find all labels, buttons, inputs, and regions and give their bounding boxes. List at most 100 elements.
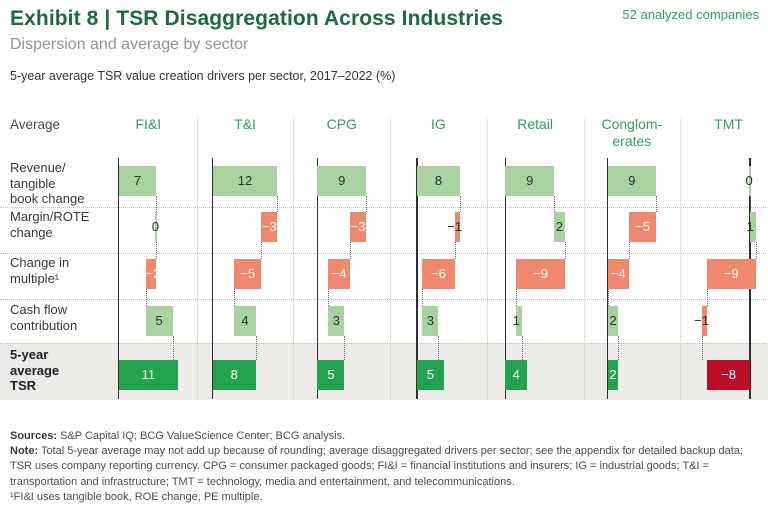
chart-caption: 5-year average TSR value creation driver… <box>10 69 396 83</box>
bar-value-label: −3 <box>350 219 366 234</box>
connector-line <box>277 196 279 212</box>
bar-value-label: −1 <box>694 312 709 328</box>
connector-line <box>438 335 440 360</box>
row-label-revenue: Revenue/ tangible book change <box>10 160 85 206</box>
bar-value-label: −2 <box>145 265 161 281</box>
waterfall-bar <box>629 212 657 242</box>
connector-line <box>454 242 456 259</box>
waterfall-bar <box>416 166 461 196</box>
row-separator-line <box>0 343 766 344</box>
total-bar <box>317 360 345 390</box>
waterfall-bar <box>516 258 565 289</box>
connector-line <box>750 196 752 212</box>
column-separator-line <box>293 118 295 399</box>
bar-value-label: 2 <box>609 312 617 328</box>
bar-value-label: −5 <box>635 219 651 234</box>
bar-value-label: −5 <box>240 265 256 281</box>
connector-line <box>156 196 158 212</box>
note-line: Note: Total 5-year average may not add u… <box>10 444 760 490</box>
connector-line <box>521 335 523 360</box>
waterfall-bar <box>349 212 367 242</box>
waterfall-bar <box>749 166 752 196</box>
column-header-conglomerates: Conglom- erates <box>601 116 663 149</box>
connector-line <box>629 242 631 259</box>
bar-value-label: −3 <box>261 219 277 234</box>
bar-value-label: 0 <box>151 219 160 234</box>
column-header-retail: Retail <box>517 116 554 132</box>
exhibit-title: Exhibit 8 | TSR Disaggregation Across In… <box>10 7 503 30</box>
total-value-label: 8 <box>230 367 238 382</box>
connector-line <box>255 335 257 360</box>
analyzed-companies-badge: 52 analyzed companies <box>622 7 759 22</box>
waterfall-bar <box>422 305 439 336</box>
waterfall-bar <box>328 258 350 289</box>
column-separator-line <box>196 118 198 399</box>
bar-value-label: −1 <box>447 219 463 234</box>
sources-label: Sources: <box>10 430 58 442</box>
total-bar <box>607 360 619 390</box>
waterfall-bar <box>701 305 707 336</box>
waterfall-bar <box>505 166 555 196</box>
connector-line <box>234 288 236 306</box>
note-text: Total 5-year average may not add up beca… <box>10 445 743 488</box>
total-value-label: 11 <box>141 367 156 382</box>
connector-line <box>261 242 263 259</box>
waterfall-bar <box>607 305 619 336</box>
axis-line <box>504 158 507 399</box>
waterfall-bar <box>118 166 157 196</box>
total-bar <box>706 360 751 390</box>
axis-line <box>117 158 120 399</box>
waterfall-bar <box>212 166 278 196</box>
bar-value-label: −9 <box>723 265 739 281</box>
waterfall-bar <box>234 258 262 289</box>
bar-value-label: 5 <box>155 312 163 328</box>
total-value-label: 5 <box>327 367 335 382</box>
bar-value-label: −9 <box>533 265 548 281</box>
row-separator-line <box>0 206 766 208</box>
bar-value-label: −4 <box>331 265 347 281</box>
waterfall-bar <box>145 258 157 289</box>
connector-line <box>328 288 330 306</box>
bar-value-label: 9 <box>338 173 346 188</box>
waterfall-bar <box>317 166 367 196</box>
connector-line <box>156 242 158 259</box>
waterfall-bar <box>422 258 455 289</box>
row-label-multiple: Change in multiple¹ <box>10 255 70 286</box>
connector-line <box>460 196 462 212</box>
axis-line <box>211 158 214 399</box>
total-bar <box>505 360 528 390</box>
bar-value-label: 12 <box>237 173 253 188</box>
total-value-label: −8 <box>721 367 736 382</box>
bar-value-label: 0 <box>745 173 753 188</box>
bar-value-label: 4 <box>241 312 249 328</box>
connector-line <box>618 335 620 360</box>
column-header-tmt: TMT <box>714 116 743 132</box>
footnote-line: ¹FI&I uses tangible book, ROE change, PE… <box>10 490 263 503</box>
row-label-cashflow: Cash flow contribution <box>10 302 78 333</box>
axis-line <box>416 158 418 399</box>
connector-line <box>706 288 708 306</box>
waterfall-bar <box>706 258 756 289</box>
connector-line <box>366 196 368 212</box>
total-bar <box>416 360 444 390</box>
waterfall-bar <box>607 166 657 196</box>
axis-line <box>316 158 319 399</box>
footer: Sources: S&P Capital IQ; BCG ValueScienc… <box>10 429 760 505</box>
waterfall-bar <box>516 305 522 336</box>
connector-line <box>344 335 346 360</box>
bar-value-label: 1 <box>746 219 754 234</box>
total-value-label: 5 <box>426 367 434 382</box>
total-value-label: 4 <box>512 367 520 382</box>
waterfall-bar <box>145 305 173 336</box>
connector-line <box>564 242 566 259</box>
sources-text: S&P Capital IQ; BCG ValueScience Center;… <box>57 430 346 442</box>
column-header-fi-i: FI&I <box>135 116 162 132</box>
column-header-ig: IG <box>431 116 446 132</box>
total-value-label: 2 <box>609 367 617 382</box>
connector-line <box>172 335 174 360</box>
row-label-margin: Margin/ROTE change <box>10 209 90 240</box>
waterfall-bar <box>750 212 756 242</box>
waterfall-bar <box>234 305 256 336</box>
column-separator-line <box>680 118 682 399</box>
